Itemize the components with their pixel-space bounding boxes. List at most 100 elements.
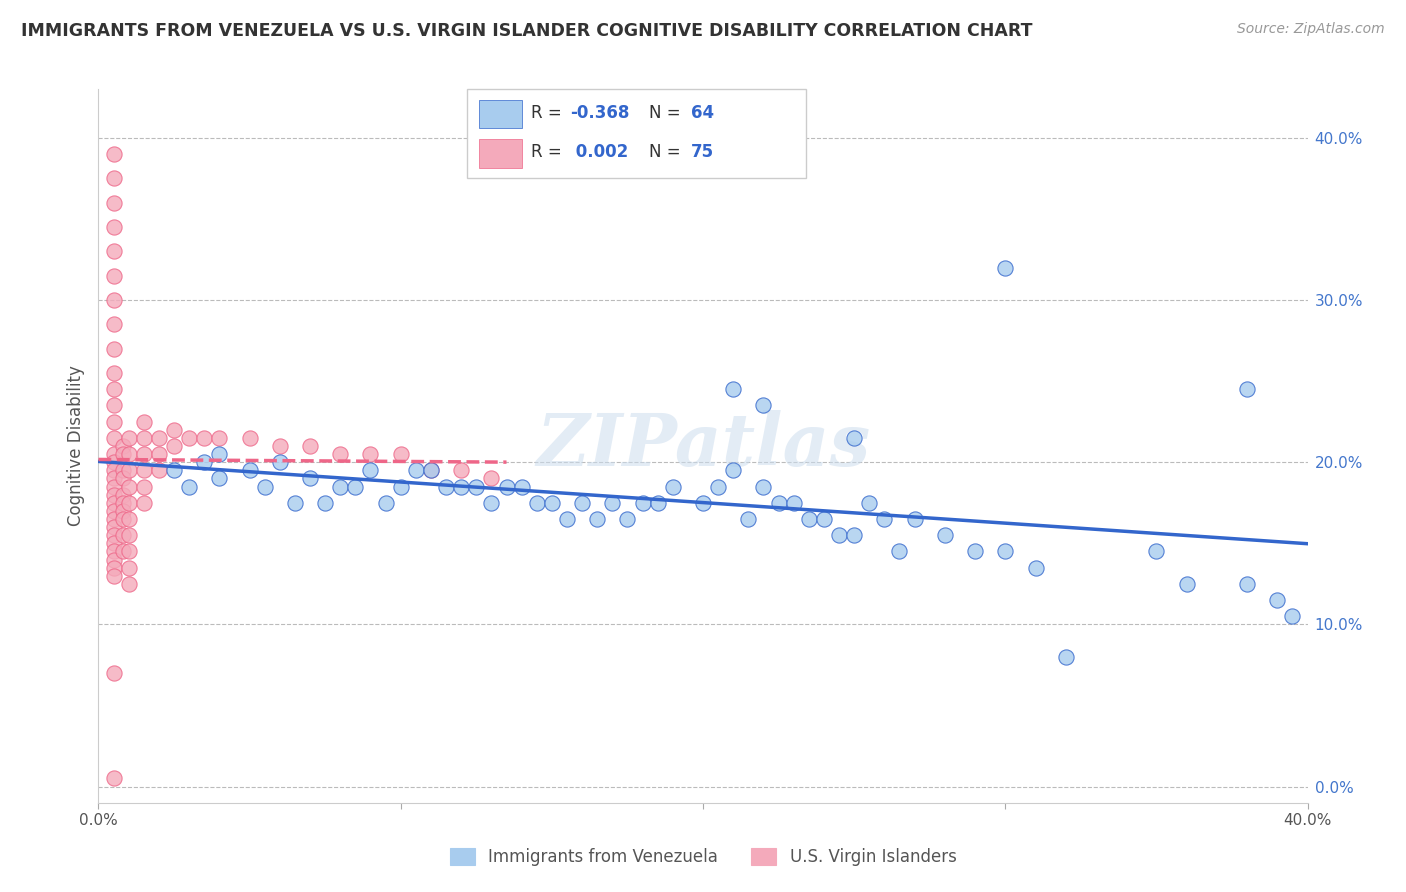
Point [1236, 382, 1258, 396]
Point [111, 463, 134, 477]
Point [420, 463, 443, 477]
Point [450, 463, 472, 477]
Text: -0.368: -0.368 [569, 103, 630, 121]
Point [360, 447, 382, 461]
Point [118, 512, 141, 526]
Point [1175, 577, 1198, 591]
Point [284, 496, 307, 510]
Point [103, 528, 125, 542]
Point [103, 342, 125, 356]
Point [586, 512, 609, 526]
Point [631, 496, 654, 510]
Point [737, 512, 759, 526]
Legend: Immigrants from Venezuela, U.S. Virgin Islanders: Immigrants from Venezuela, U.S. Virgin I… [443, 841, 963, 873]
Point [163, 423, 186, 437]
FancyBboxPatch shape [479, 139, 522, 168]
Point [118, 431, 141, 445]
Point [111, 439, 134, 453]
Point [1236, 577, 1258, 591]
Point [148, 431, 170, 445]
Point [103, 268, 125, 283]
Point [103, 666, 125, 681]
Point [103, 552, 125, 566]
Point [768, 496, 790, 510]
Point [1281, 609, 1303, 624]
Point [495, 479, 517, 493]
Point [103, 431, 125, 445]
Point [111, 471, 134, 485]
Point [389, 479, 412, 493]
Point [132, 479, 155, 493]
Point [103, 496, 125, 510]
Text: Source: ZipAtlas.com: Source: ZipAtlas.com [1237, 22, 1385, 37]
Point [111, 528, 134, 542]
Text: 64: 64 [690, 103, 714, 121]
Point [118, 447, 141, 461]
Point [239, 431, 262, 445]
Point [208, 447, 231, 461]
Point [405, 463, 427, 477]
Point [602, 496, 624, 510]
Point [269, 439, 291, 453]
Point [526, 496, 548, 510]
Point [723, 463, 745, 477]
Point [239, 463, 262, 477]
Point [360, 463, 382, 477]
Point [858, 496, 880, 510]
Point [934, 528, 956, 542]
Point [1024, 560, 1046, 574]
Point [299, 439, 322, 453]
Point [132, 415, 155, 429]
Text: 75: 75 [690, 143, 714, 161]
Point [103, 471, 125, 485]
Point [103, 560, 125, 574]
Point [103, 520, 125, 534]
Point [103, 293, 125, 307]
Point [118, 528, 141, 542]
Point [163, 439, 186, 453]
Point [571, 496, 593, 510]
Point [118, 544, 141, 558]
Point [103, 488, 125, 502]
Point [103, 382, 125, 396]
Point [103, 772, 125, 786]
Point [797, 512, 820, 526]
Point [707, 479, 730, 493]
Point [118, 496, 141, 510]
Point [208, 431, 231, 445]
Point [253, 479, 276, 493]
Point [481, 471, 503, 485]
Text: N =: N = [648, 143, 681, 161]
Point [103, 318, 125, 332]
Point [103, 147, 125, 161]
Point [103, 244, 125, 259]
Point [193, 455, 215, 469]
Point [103, 366, 125, 380]
Point [481, 496, 503, 510]
Point [616, 512, 638, 526]
Point [374, 496, 396, 510]
Point [723, 382, 745, 396]
Point [111, 496, 134, 510]
Point [647, 496, 669, 510]
Point [103, 479, 125, 493]
Point [329, 479, 352, 493]
Point [752, 479, 775, 493]
Point [118, 560, 141, 574]
Point [329, 447, 352, 461]
Point [994, 260, 1017, 275]
Point [450, 479, 472, 493]
Point [118, 479, 141, 493]
Point [132, 431, 155, 445]
Point [132, 463, 155, 477]
Point [844, 431, 866, 445]
Point [314, 496, 336, 510]
Point [111, 504, 134, 518]
Point [103, 536, 125, 550]
Point [434, 479, 457, 493]
Point [103, 415, 125, 429]
Point [132, 496, 155, 510]
Point [148, 447, 170, 461]
Point [1054, 649, 1077, 664]
Text: R =: R = [531, 103, 562, 121]
